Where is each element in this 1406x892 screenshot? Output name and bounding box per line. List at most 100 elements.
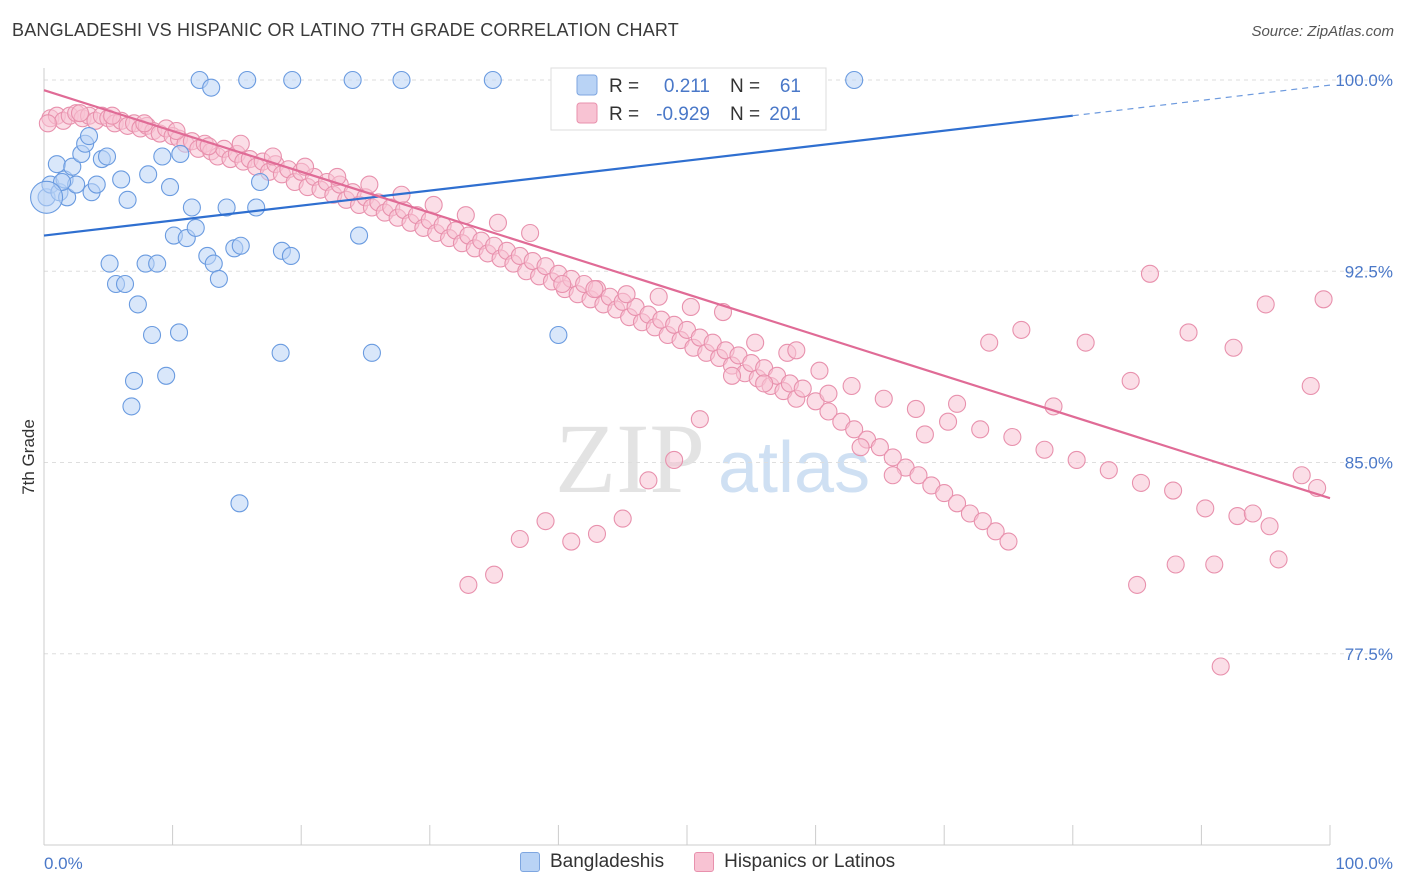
data-point [100, 254, 119, 273]
data-point [906, 399, 925, 419]
data-point [1292, 466, 1311, 485]
data-point [1256, 295, 1275, 314]
data-point [999, 532, 1018, 551]
data-point [171, 144, 190, 163]
data-point [281, 246, 300, 265]
trend-lines [43, 84, 1331, 500]
data-point [485, 565, 504, 584]
data-point [38, 114, 57, 133]
data-point [160, 178, 180, 197]
legend-n-label-blue: N = [730, 76, 760, 97]
data-point [617, 285, 636, 304]
data-point [1067, 450, 1086, 470]
data-point [142, 325, 162, 345]
data-point [209, 269, 228, 288]
y-tick-label: 100.0% [1335, 71, 1393, 90]
data-point [883, 466, 902, 485]
chart-title: BANGLADESHI VS HISPANIC OR LATINO 7TH GR… [12, 20, 679, 40]
legend-r-label-blue: R = [609, 76, 639, 97]
legend-swatch-bangladeshis [520, 852, 540, 872]
data-point [1128, 575, 1147, 594]
data-point [549, 325, 568, 345]
x-tick-label-max: 100.0% [1335, 854, 1393, 873]
data-point [157, 366, 176, 385]
data-point [870, 438, 889, 457]
data-point [63, 157, 82, 176]
x-axis-ticks [43, 825, 1331, 845]
data-point [883, 448, 902, 467]
data-point [186, 218, 205, 237]
series-hispanics-points [38, 104, 1333, 676]
data-point [909, 466, 928, 485]
data-point [842, 376, 861, 396]
data-point [362, 343, 381, 362]
data-point [845, 70, 864, 90]
legend-r-label-pink: R = [609, 104, 639, 125]
data-point [1228, 506, 1247, 526]
legend-label-hispanics: Hispanics or Latinos [724, 851, 896, 872]
trend-line-bangladeshis [43, 114, 1073, 237]
data-point [70, 104, 90, 123]
data-point [690, 410, 709, 429]
data-point [238, 70, 257, 90]
data-point [639, 471, 658, 490]
data-point [1179, 323, 1198, 342]
data-point [1260, 517, 1279, 536]
data-point [283, 70, 302, 90]
y-tick-label: 92.5% [1345, 262, 1393, 281]
data-point [722, 366, 742, 385]
legend-n-label-pink: N = [730, 104, 760, 125]
data-point [787, 341, 806, 360]
data-point [124, 371, 144, 390]
data-point [204, 254, 223, 273]
data-point [536, 512, 555, 531]
data-point [1044, 397, 1063, 416]
data-point [343, 70, 362, 90]
data-point [182, 198, 201, 217]
data-point [148, 254, 167, 273]
data-point [217, 198, 236, 217]
data-point [819, 402, 838, 421]
series-bangladeshis-points [30, 70, 864, 513]
legend-label-bangladeshis: Bangladeshis [550, 851, 665, 872]
data-point [459, 575, 478, 594]
data-point [874, 389, 893, 408]
data-point [665, 450, 684, 470]
data-point [521, 223, 540, 243]
data-point [115, 274, 135, 294]
data-point [1140, 264, 1160, 283]
data-point [1164, 481, 1183, 500]
data-point [1224, 338, 1243, 357]
data-point [97, 147, 117, 166]
data-point [1035, 440, 1054, 459]
y-axis-title: 7th Grade [19, 419, 38, 495]
data-point [231, 236, 250, 255]
trend-line-bangladeshis-extension [1072, 84, 1331, 117]
data-point [587, 524, 607, 543]
data-point [139, 165, 158, 184]
data-point [948, 494, 967, 513]
x-tick-label-min: 0.0% [44, 854, 83, 873]
data-point [247, 198, 266, 217]
y-tick-label: 85.0% [1345, 454, 1393, 473]
data-point-large [30, 180, 64, 214]
data-point [819, 384, 838, 403]
data-point [122, 397, 141, 416]
source-credit: Source: ZipAtlas.com [1251, 23, 1394, 40]
data-point [755, 374, 774, 393]
data-point [510, 529, 529, 549]
data-point [87, 175, 106, 194]
watermark-atlas: atlas [718, 428, 870, 508]
data-point [112, 170, 131, 189]
data-point [488, 213, 508, 232]
data-point [250, 172, 270, 192]
data-point [230, 494, 249, 513]
legend-n-value-pink: 201 [769, 104, 801, 125]
data-point [202, 78, 221, 97]
data-point [939, 412, 958, 431]
data-point [1131, 473, 1151, 492]
legend-n-value-blue: 61 [780, 76, 801, 97]
data-point [1314, 290, 1333, 309]
data-point [1121, 371, 1140, 390]
legend-item-bangladeshis: Bangladeshis [520, 851, 664, 873]
